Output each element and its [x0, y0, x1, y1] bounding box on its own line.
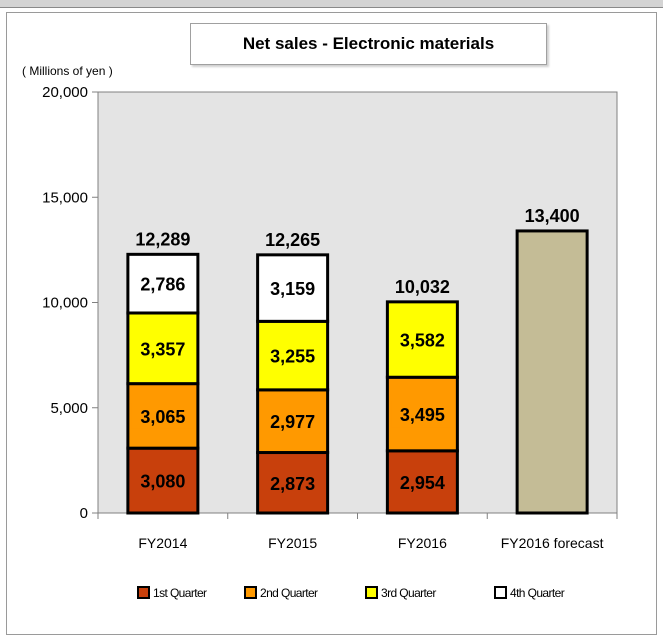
- data-label: 3,080: [140, 472, 185, 492]
- legend-label: 1st Quarter: [153, 586, 207, 600]
- total-label: 12,289: [135, 229, 190, 249]
- legend-label: 2nd Quarter: [260, 586, 318, 600]
- data-label: 3,255: [270, 347, 315, 367]
- x-tick-label: FY2016 forecast: [501, 535, 604, 551]
- y-tick-label: 5,000: [50, 400, 88, 417]
- legend-swatch: [365, 586, 378, 599]
- y-axis-unit-label: ( Millions of yen ): [22, 64, 113, 78]
- legend-label: 3rd Quarter: [381, 586, 436, 600]
- data-label: 3,357: [140, 339, 185, 359]
- data-label-bg: [261, 469, 324, 496]
- y-tick-label: 0: [80, 505, 88, 522]
- data-label: 3,582: [400, 331, 445, 351]
- chart-title: Net sales - Electronic materials: [190, 23, 547, 65]
- x-tick-label: FY2015: [268, 535, 317, 551]
- data-label-bg: [261, 408, 324, 435]
- x-tick-label: FY2016: [398, 535, 447, 551]
- data-label: 2,977: [270, 412, 315, 432]
- legend-label: 4th Quarter: [510, 586, 565, 600]
- forecast-bar: [515, 229, 589, 515]
- total-label: 13,400: [525, 206, 580, 226]
- data-label: 3,065: [140, 407, 185, 427]
- data-label-bg: [391, 326, 454, 353]
- data-label-bg: [131, 335, 194, 362]
- data-label: 3,495: [400, 405, 445, 425]
- y-tick-label: 20,000: [42, 84, 88, 101]
- data-label-bg: [261, 342, 324, 369]
- data-label: 2,954: [400, 473, 445, 493]
- data-label-bg: [391, 468, 454, 495]
- total-label: 10,032: [395, 277, 450, 297]
- data-label-bg: [391, 401, 454, 428]
- data-label-bg: [131, 270, 194, 297]
- y-tick-label: 15,000: [42, 189, 88, 206]
- y-tick-label: 10,000: [42, 295, 88, 312]
- total-label: 12,265: [265, 230, 320, 250]
- legend-swatch: [137, 586, 150, 599]
- x-tick-label: FY2014: [138, 535, 187, 551]
- data-label-bg: [261, 275, 324, 302]
- legend-swatch: [244, 586, 257, 599]
- window-top-bar: [0, 0, 663, 8]
- data-label-bg: [131, 402, 194, 429]
- data-label: 3,159: [270, 279, 315, 299]
- legend-swatch: [494, 586, 507, 599]
- data-label-bg: [131, 467, 194, 494]
- data-label: 2,873: [270, 474, 315, 494]
- data-label: 2,786: [140, 275, 185, 295]
